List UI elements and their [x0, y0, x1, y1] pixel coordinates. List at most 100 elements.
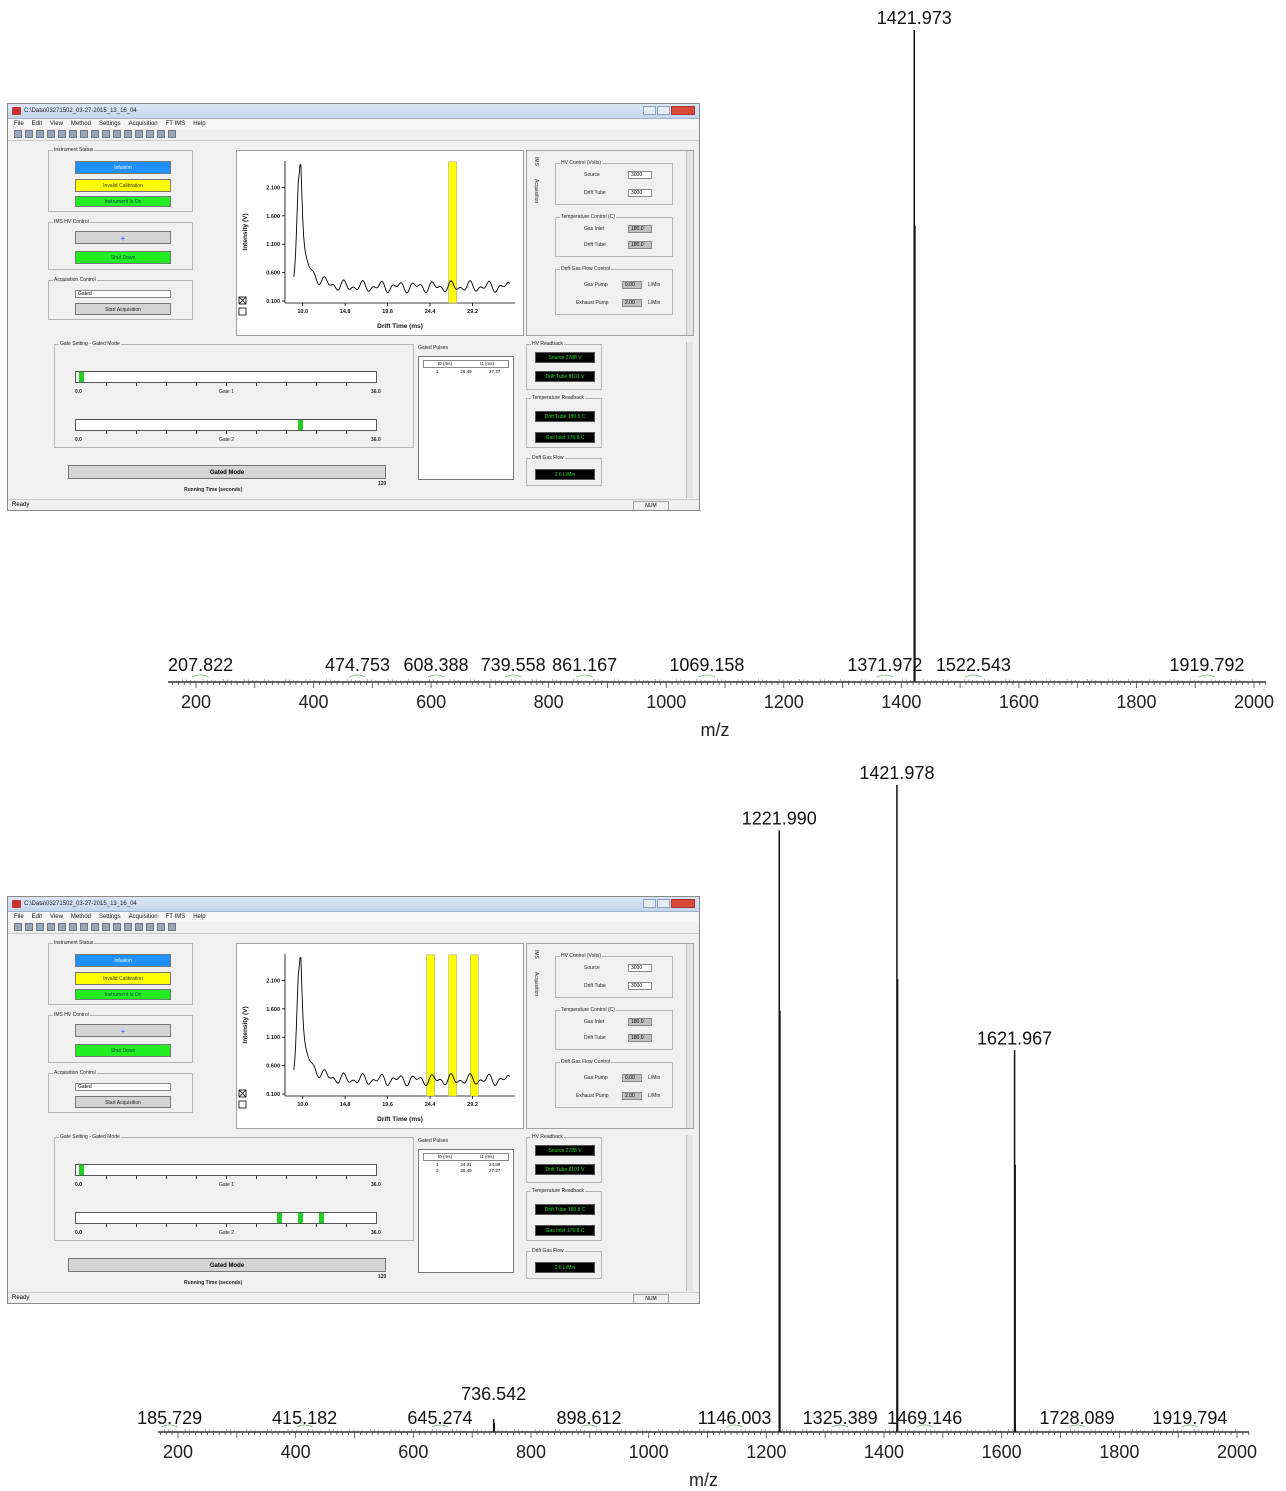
- gate-2-track[interactable]: [75, 419, 377, 434]
- save-icon[interactable]: [36, 923, 44, 931]
- gas-inlet-temp-input[interactable]: 180.0: [628, 1018, 652, 1026]
- instrument-on-button[interactable]: Instrument Is On: [75, 196, 171, 207]
- menu-item[interactable]: File: [14, 121, 24, 127]
- menu-item[interactable]: View: [50, 914, 63, 920]
- drift-tube-voltage-input[interactable]: 3000: [628, 982, 652, 990]
- gate-marker[interactable]: [298, 420, 303, 430]
- gate-marker[interactable]: [79, 1165, 84, 1175]
- print-icon[interactable]: [80, 923, 88, 931]
- tab-acquisition[interactable]: Acquisition: [533, 972, 539, 997]
- cross-icon[interactable]: [102, 923, 110, 931]
- start-acquisition-button[interactable]: Start Acquisition: [75, 303, 171, 315]
- menu-item[interactable]: Acquisition: [128, 121, 158, 127]
- infusion-button[interactable]: Infusion: [75, 954, 171, 967]
- gas-pump-input[interactable]: 0.00: [622, 281, 642, 289]
- close-button[interactable]: [671, 899, 695, 908]
- drift-tube-temp-input[interactable]: 180.0: [628, 241, 652, 249]
- checkbox-empty-icon[interactable]: [238, 1100, 247, 1109]
- gate-marker[interactable]: [79, 372, 84, 382]
- menu-item[interactable]: Settings: [98, 121, 121, 127]
- exhaust-pump-input[interactable]: 2.00: [622, 299, 642, 307]
- new-file-icon[interactable]: [14, 923, 22, 931]
- menu-item[interactable]: Edit: [31, 121, 43, 127]
- settings-icon[interactable]: [146, 130, 154, 138]
- tab-ims[interactable]: IMS: [533, 950, 539, 959]
- open-folder-icon[interactable]: [25, 130, 33, 138]
- menu-item[interactable]: FT IMS: [165, 914, 186, 920]
- shut-down-button[interactable]: Shut Down: [75, 1044, 171, 1057]
- paste-icon[interactable]: [69, 923, 77, 931]
- gate-1-track[interactable]: [75, 371, 377, 386]
- refresh-icon[interactable]: [124, 923, 132, 931]
- hv-on-button[interactable]: +: [75, 231, 171, 244]
- maximize-button[interactable]: [657, 106, 670, 115]
- infusion-button[interactable]: Infusion: [75, 161, 171, 174]
- print-icon[interactable]: [80, 130, 88, 138]
- invalid-calibration-button[interactable]: Invalid Calibration: [75, 972, 171, 985]
- open-folder-icon[interactable]: [25, 923, 33, 931]
- exhaust-pump-input[interactable]: 2.00: [622, 1092, 642, 1100]
- gate-marker[interactable]: [277, 1213, 282, 1223]
- grid-icon[interactable]: [91, 130, 99, 138]
- copy-icon[interactable]: [58, 130, 66, 138]
- cut-icon[interactable]: [47, 923, 55, 931]
- window-title-bar[interactable]: C:\Data\03271502_03-27-2015_13_16_04: [8, 104, 699, 119]
- menu-item[interactable]: Method: [70, 121, 91, 127]
- help-icon[interactable]: [157, 130, 165, 138]
- maximize-button[interactable]: [657, 899, 670, 908]
- cut-icon[interactable]: [47, 130, 55, 138]
- menu-item[interactable]: FT IMS: [165, 121, 186, 127]
- drift-tube-voltage-input[interactable]: 3000: [628, 189, 652, 197]
- gate-icon[interactable]: [135, 923, 143, 931]
- menu-item[interactable]: Edit: [31, 914, 43, 920]
- menu-item[interactable]: View: [50, 121, 63, 127]
- shut-down-button[interactable]: Shut Down: [75, 251, 171, 264]
- tab-acquisition[interactable]: Acquisition: [533, 179, 539, 204]
- help-icon[interactable]: [157, 923, 165, 931]
- minimize-button[interactable]: [643, 899, 656, 908]
- gas-inlet-temp-input[interactable]: 180.0: [628, 225, 652, 233]
- acquisition-mode-select[interactable]: Gated: [75, 290, 171, 298]
- acquisition-mode-select[interactable]: Gated: [75, 1083, 171, 1091]
- source-voltage-input[interactable]: 3000: [628, 964, 652, 972]
- chart-icon[interactable]: [113, 923, 121, 931]
- drift-tube-temp-input[interactable]: 180.0: [628, 1034, 652, 1042]
- menu-item[interactable]: Settings: [98, 914, 121, 920]
- grid-icon[interactable]: [91, 923, 99, 931]
- cross-icon[interactable]: [102, 130, 110, 138]
- refresh-icon[interactable]: [124, 130, 132, 138]
- settings-scrollbar[interactable]: [686, 944, 693, 1128]
- gate-icon[interactable]: [135, 130, 143, 138]
- lower-scrollbar[interactable]: [686, 342, 693, 498]
- window-title-bar[interactable]: C:\Data\03271502_03-27-2015_13_16_04: [8, 897, 699, 912]
- gated-mode-bar[interactable]: Gated Mode: [68, 465, 386, 479]
- lower-scrollbar[interactable]: [686, 1135, 693, 1291]
- settings-scrollbar[interactable]: [686, 151, 693, 335]
- settings-icon[interactable]: [146, 923, 154, 931]
- menu-item[interactable]: Method: [70, 914, 91, 920]
- new-file-icon[interactable]: [14, 130, 22, 138]
- minimize-button[interactable]: [643, 106, 656, 115]
- gas-pump-input[interactable]: 0.00: [622, 1074, 642, 1082]
- menu-item[interactable]: File: [14, 914, 24, 920]
- menu-item[interactable]: Acquisition: [128, 914, 158, 920]
- gate-1-track[interactable]: [75, 1164, 377, 1179]
- save-icon[interactable]: [36, 130, 44, 138]
- instrument-on-button[interactable]: Instrument Is On: [75, 989, 171, 1000]
- gated-mode-bar[interactable]: Gated Mode: [68, 1258, 386, 1272]
- close-button[interactable]: [671, 106, 695, 115]
- start-acquisition-button[interactable]: Start Acquisition: [75, 1096, 171, 1108]
- paste-icon[interactable]: [69, 130, 77, 138]
- tab-ims[interactable]: IMS: [533, 157, 539, 166]
- menu-item[interactable]: Help: [193, 121, 206, 127]
- chart-icon[interactable]: [113, 130, 121, 138]
- menu-item[interactable]: Help: [193, 914, 206, 920]
- checkbox-empty-icon[interactable]: [238, 307, 247, 316]
- hv-on-button[interactable]: +: [75, 1024, 171, 1037]
- gate-marker[interactable]: [298, 1213, 303, 1223]
- copy-icon[interactable]: [58, 923, 66, 931]
- invalid-calibration-button[interactable]: Invalid Calibration: [75, 179, 171, 192]
- about-icon[interactable]: [168, 923, 176, 931]
- gate-2-track[interactable]: [75, 1212, 377, 1227]
- source-voltage-input[interactable]: 3000: [628, 171, 652, 179]
